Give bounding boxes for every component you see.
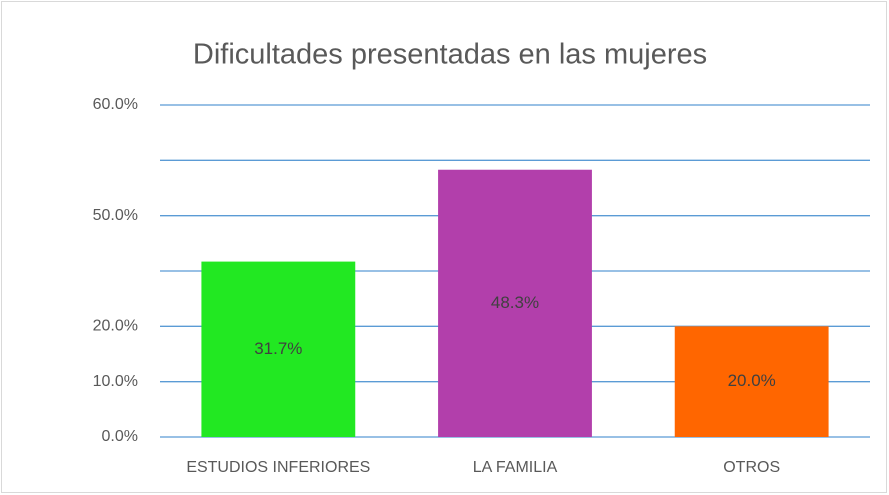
- bar: [201, 261, 356, 437]
- y-tick-label: 60.0%: [93, 96, 138, 113]
- y-tick-label: 0.0%: [102, 428, 138, 445]
- chart-title: Dificultades presentadas en las mujeres: [193, 39, 707, 71]
- x-tick-label: ESTUDIOS INFERIORES: [186, 459, 370, 476]
- x-tick-label: LA FAMILIA: [473, 459, 558, 476]
- data-label: 20.0%: [728, 371, 776, 390]
- y-tick-label: 20.0%: [93, 318, 138, 335]
- bar: [438, 169, 592, 438]
- y-tick-label: 50.0%: [93, 207, 138, 224]
- x-tick-label: OTROS: [723, 459, 780, 476]
- data-label: 31.7%: [254, 339, 302, 358]
- bar: [674, 326, 829, 437]
- data-label: 48.3%: [491, 293, 539, 312]
- y-tick-label: 10.0%: [93, 373, 138, 390]
